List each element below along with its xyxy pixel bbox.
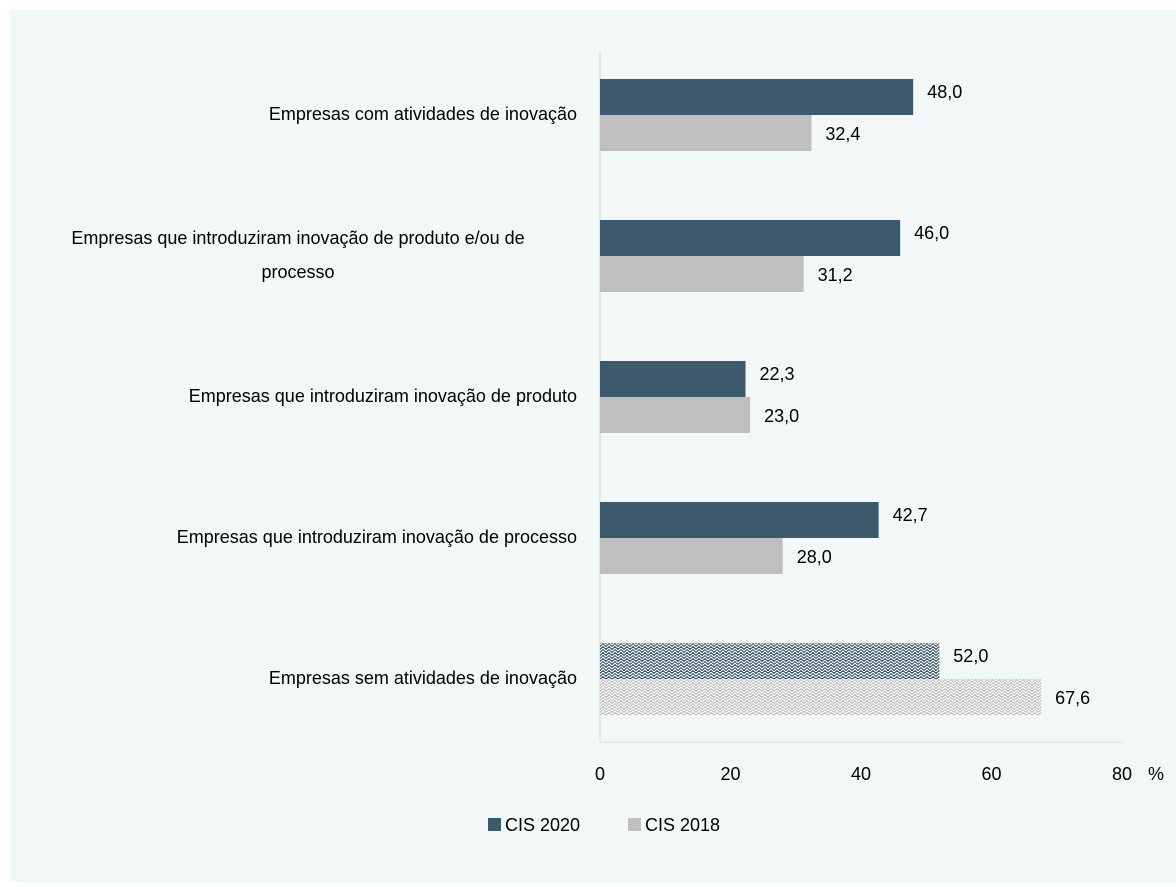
value-label: 52,0	[953, 646, 988, 666]
legend-swatch	[488, 818, 501, 831]
x-tick-label: 40	[851, 764, 871, 784]
value-label: 48,0	[927, 82, 962, 102]
bar	[600, 502, 879, 538]
x-tick-label: 80	[1112, 764, 1132, 784]
background	[10, 10, 1176, 882]
bar	[600, 361, 746, 397]
bar	[600, 256, 804, 292]
value-label: 42,7	[893, 505, 928, 525]
value-label: 46,0	[914, 223, 949, 243]
x-tick-label: 0	[595, 764, 605, 784]
value-label: 23,0	[764, 406, 799, 426]
x-axis-label: %	[1148, 764, 1164, 784]
bar	[600, 643, 940, 679]
legend-swatch	[628, 818, 641, 831]
bar	[600, 220, 901, 256]
bar	[600, 115, 812, 151]
value-label: 22,3	[760, 364, 795, 384]
y-tick-label: Empresas que introduziram inovação de pr…	[71, 228, 524, 282]
x-tick-label: 20	[720, 764, 740, 784]
y-tick-label: Empresas com atividades de inovação	[269, 104, 577, 124]
legend-label: CIS 2020	[505, 815, 580, 835]
value-label: 31,2	[818, 265, 853, 285]
bar	[600, 679, 1042, 715]
y-tick-label: Empresas que introduziram inovação de pr…	[189, 386, 577, 406]
value-label: 32,4	[825, 124, 860, 144]
value-label: 28,0	[797, 547, 832, 567]
bar	[600, 397, 751, 433]
legend-label: CIS 2018	[645, 815, 720, 835]
bar	[600, 538, 783, 574]
y-tick-label: Empresas que introduziram inovação de pr…	[177, 527, 577, 547]
y-tick-label: Empresas sem atividades de inovação	[269, 668, 577, 688]
x-tick-label: 60	[981, 764, 1001, 784]
bar	[600, 79, 914, 115]
value-label: 67,6	[1055, 688, 1090, 708]
